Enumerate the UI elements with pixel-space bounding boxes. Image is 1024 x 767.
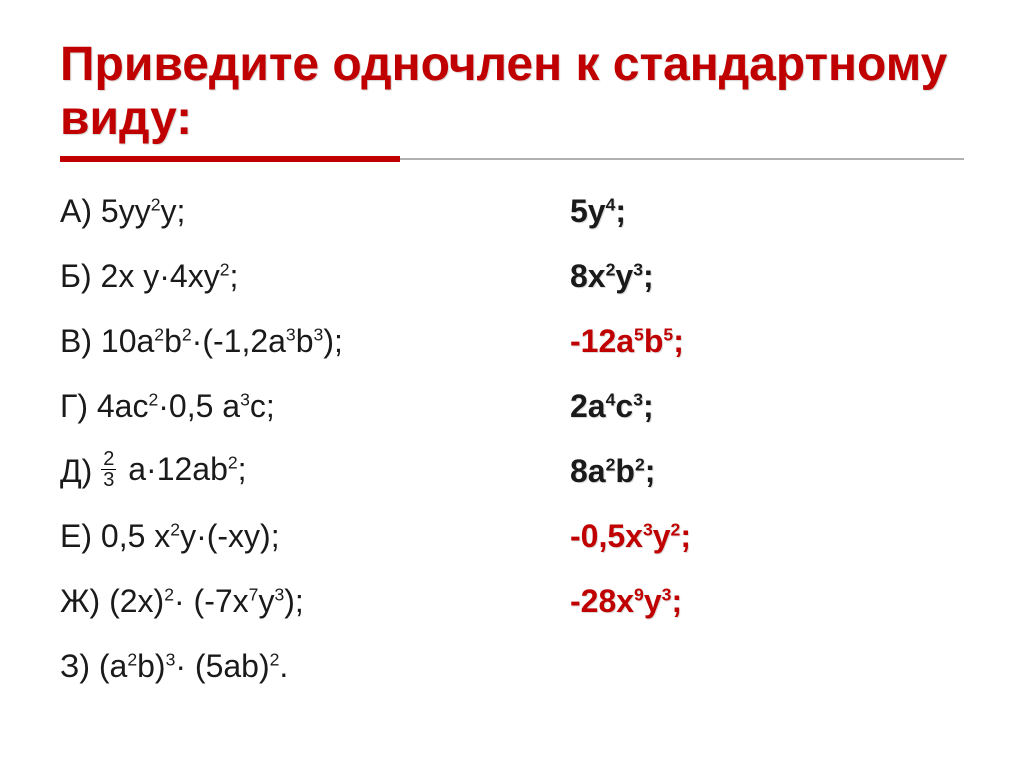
item-lhs: 0,5 x2y·(-xy);	[101, 520, 280, 553]
list-item: В) 10a2b2·(-1,2a3b3); -12a5b5;	[60, 322, 964, 362]
item-lhs: (2x)2· (-7x7y3);	[109, 585, 304, 618]
list-item: А) 5yy2y; 5y4;	[60, 192, 964, 232]
item-label: А)	[60, 195, 92, 228]
answer-expr: 5y4;	[570, 195, 964, 228]
item-lhs: 5yy2y;	[101, 195, 185, 228]
content-list: А) 5yy2y; 5y4; Б) 2х y·4xy2; 8x2y3; В) 1…	[60, 192, 964, 687]
answer-expr: -0,5x3y2;	[570, 520, 964, 553]
list-item: Е) 0,5 x2y·(-xy); -0,5x3y2;	[60, 517, 964, 557]
problem-expr: Е) 0,5 x2y·(-xy);	[60, 520, 570, 553]
item-lhs: 4ас2·0,5 a3c;	[97, 390, 275, 423]
answer-expr: -12a5b5;	[570, 325, 964, 358]
item-label: З)	[60, 650, 90, 683]
slide: Приведите одночлен к стандартному виду: …	[0, 0, 1024, 767]
list-item: Д) 23 a·12ab2; 8a2b2;	[60, 452, 964, 492]
item-label: Д)	[60, 455, 92, 488]
item-label: В)	[60, 325, 92, 358]
item-lhs: 10a2b2·(-1,2a3b3);	[101, 325, 343, 358]
list-item: Б) 2х y·4xy2; 8x2y3;	[60, 257, 964, 297]
answer-expr: -28x9y3;	[570, 585, 964, 618]
item-lhs: 23 a·12ab2;	[101, 451, 246, 492]
list-item: Ж) (2x)2· (-7x7y3); -28x9y3;	[60, 582, 964, 622]
problem-expr: В) 10a2b2·(-1,2a3b3);	[60, 325, 570, 358]
answer-expr: 8a2b2;	[570, 455, 964, 488]
problem-expr: З) (a2b)3· (5ab)2.	[60, 650, 570, 683]
answer-expr: 8x2y3;	[570, 260, 964, 293]
item-lhs: 2х y·4xy2;	[101, 260, 239, 293]
problem-expr: Ж) (2x)2· (-7x7y3);	[60, 585, 570, 618]
list-item: Г) 4ас2·0,5 a3c; 2a4c3;	[60, 387, 964, 427]
problem-expr: Д) 23 a·12ab2;	[60, 451, 570, 492]
problem-expr: Б) 2х y·4xy2;	[60, 260, 570, 293]
answer-expr: 2a4c3;	[570, 390, 964, 423]
problem-expr: Г) 4ас2·0,5 a3c;	[60, 390, 570, 423]
problem-expr: А) 5yy2y;	[60, 195, 570, 228]
item-label: Г)	[60, 390, 88, 423]
list-item: З) (a2b)3· (5ab)2.	[60, 647, 964, 687]
page-title: Приведите одночлен к стандартному виду:	[60, 38, 964, 146]
item-label: Ж)	[60, 585, 100, 618]
item-label: Б)	[60, 260, 92, 293]
underline-red	[60, 156, 400, 162]
item-label: Е)	[60, 520, 92, 553]
title-underline	[60, 158, 964, 170]
item-lhs: (a2b)3· (5ab)2.	[99, 650, 288, 683]
